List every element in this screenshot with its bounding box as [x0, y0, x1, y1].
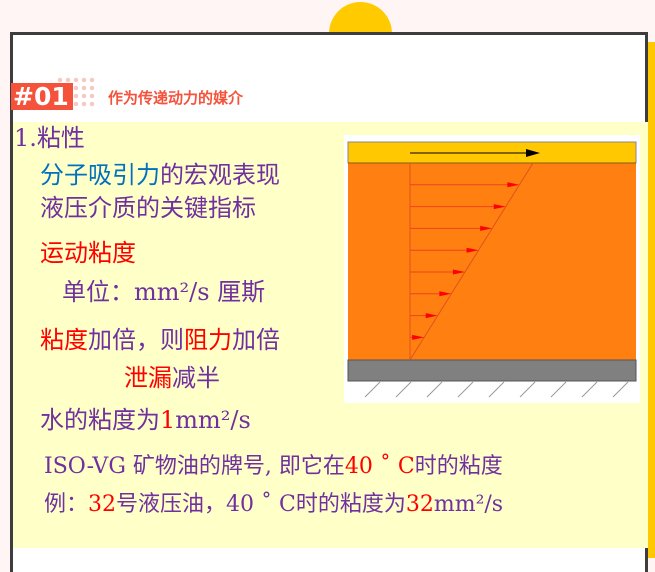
text-line: 例：32号液压油，40 ˚ C时的粘度为32mm²/s: [44, 490, 503, 520]
profile-line: [409, 162, 534, 361]
text: 加倍，则: [88, 326, 184, 354]
text: ISO-VG 矿物油的牌号, 即它在: [44, 454, 345, 479]
text: 水的粘度为: [40, 406, 160, 434]
text: 分子吸引力: [40, 161, 160, 189]
text-line: 运动粘度: [40, 239, 136, 267]
text: 泄漏: [124, 364, 172, 392]
heading-viscosity: 1.粘性: [14, 124, 85, 152]
arrow-head-icon: [412, 334, 425, 340]
fixed-plate: [347, 359, 637, 382]
arrow-head-icon: [439, 291, 452, 297]
text: 时的粘度: [414, 454, 503, 479]
arrow-head-icon: [493, 204, 506, 210]
ground-hatch: [519, 381, 536, 398]
text: 加倍: [232, 326, 280, 354]
ground-hatch: [364, 381, 381, 398]
velocity-profile-icon: [344, 135, 640, 403]
arrow-head-icon: [452, 269, 465, 275]
ground-hatch: [581, 381, 598, 398]
section-badge: #01: [11, 83, 73, 110]
arrow-head-icon: [507, 182, 520, 188]
text-line: 分子吸引力的宏观表现: [40, 160, 280, 190]
text: 号液压油，40 ˚ C时的粘度为: [116, 492, 406, 517]
section-subtitle: 作为传递动力的媒介: [108, 89, 244, 107]
text: mm²/s: [175, 406, 251, 434]
text-line: 泄漏减半: [124, 363, 220, 393]
text: 1: [160, 406, 176, 434]
arrow-head-icon: [425, 313, 438, 319]
text-line: 粘度加倍，则阻力加倍: [40, 325, 280, 355]
text: 32: [405, 492, 434, 517]
text-line: 单位：mm²/s 厘斯: [62, 278, 266, 306]
text: 阻力: [184, 326, 232, 354]
arrow-head-icon: [466, 247, 479, 253]
text-line: 液压介质的关键指标: [40, 194, 256, 222]
text: 例：: [44, 492, 89, 517]
accent-strip: [648, 42, 655, 558]
text: 减半: [172, 364, 220, 392]
text: 40 ˚ C: [344, 454, 415, 479]
text: 的宏观表现: [160, 161, 280, 189]
ground-hatch: [550, 381, 567, 398]
text: mm²/s: [433, 492, 504, 517]
fluid-layer: [348, 163, 636, 360]
text: 32: [88, 492, 117, 517]
arrow-head-icon: [480, 225, 493, 231]
ground-hatch: [426, 381, 443, 398]
text-line: ISO-VG 矿物油的牌号, 即它在40 ˚ C时的粘度: [44, 452, 503, 482]
text: 粘度: [40, 326, 88, 354]
ground-hatch: [488, 381, 505, 398]
arrow-head-icon: [526, 149, 540, 157]
ground-hatch: [395, 381, 412, 398]
ground-hatch: [612, 381, 629, 398]
ground-hatch: [457, 381, 474, 398]
text-line: 水的粘度为1mm²/s: [40, 405, 251, 435]
